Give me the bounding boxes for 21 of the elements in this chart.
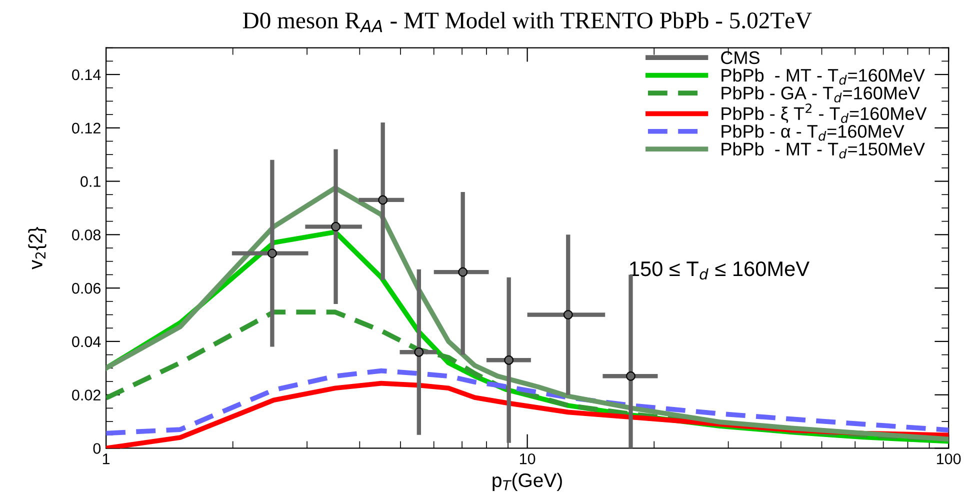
y-tick-label: 0.14 — [72, 69, 101, 80]
legend-label: PbPb - MT - T$_{d}$=160MeV — [722, 68, 925, 85]
y-tick-label: 0 — [93, 443, 101, 454]
legend-label: PbPb - ξ T$^{2}$ - T$_{d}$=160MeV — [722, 104, 927, 123]
legend-label: PbPb - α - T$_{d}$=160MeV — [722, 124, 904, 141]
y-tick-label: 0.04 — [72, 336, 101, 348]
legend-label: CMS — [721, 51, 760, 64]
x-tick-label: 1 — [102, 454, 110, 464]
x-tick-label: 10 — [520, 453, 536, 464]
legend-label: PbPb - GA - T$_{d}$=160MeV — [722, 86, 920, 102]
annotation: 150 ≤ T$_{d}$ ≤ 160MeV — [630, 261, 810, 280]
y-tick-label: 0.06 — [72, 282, 101, 294]
x-tick-label: 100 — [936, 453, 961, 464]
y-tick-label: 0.02 — [72, 390, 100, 400]
y-axis-title: v$_{2}${2} — [28, 226, 46, 270]
y-tick-label: 0.08 — [72, 230, 101, 240]
chart-title: D0 meson R$_{AA}$ - MT Model with TRENTO PbPb - 5.02TeV — [243, 12, 812, 32]
y-tick-label: 0.1 — [80, 176, 100, 187]
legend-label: PbPb - MT - T$_{d}$=150MeV — [722, 142, 925, 158]
y-tick-label: 0.12 — [72, 122, 100, 134]
x-axis-title: p$_{T}$(GeV) — [492, 472, 562, 491]
